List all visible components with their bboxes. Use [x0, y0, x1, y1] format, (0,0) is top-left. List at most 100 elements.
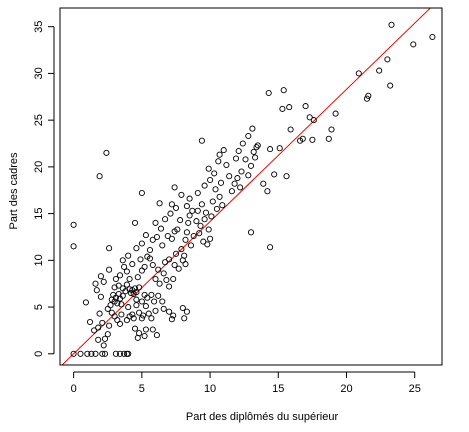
data-point: [104, 331, 111, 338]
data-point: [302, 103, 309, 110]
data-point: [136, 309, 143, 316]
data-point: [100, 278, 107, 285]
data-point: [365, 92, 372, 99]
data-point: [131, 325, 139, 332]
data-point: [163, 276, 170, 284]
data-point: [198, 137, 205, 144]
data-point: [125, 304, 132, 311]
y-tick-label: 15: [33, 207, 45, 219]
data-point: [84, 350, 91, 357]
data-point: [193, 218, 200, 225]
data-point: [97, 293, 104, 300]
data-point: [355, 70, 362, 77]
data-point: [123, 268, 130, 275]
data-point: [189, 207, 196, 214]
data-point: [116, 272, 124, 279]
data-point: [153, 233, 160, 241]
data-point: [231, 180, 238, 187]
data-point: [138, 189, 145, 197]
data-point: [387, 82, 394, 89]
x-tick-label: 20: [340, 383, 352, 395]
data-point: [138, 298, 145, 305]
data-point: [252, 154, 259, 161]
data-point: [141, 291, 148, 298]
data-point: [234, 175, 241, 182]
y-tick-label: 35: [33, 21, 45, 33]
data-point: [119, 292, 126, 299]
data-point: [107, 302, 114, 309]
data-point: [310, 117, 317, 124]
data-point: [167, 210, 174, 217]
data-point: [152, 219, 159, 226]
y-tick-label: 25: [33, 114, 45, 126]
data-point: [160, 270, 167, 277]
data-point: [190, 232, 197, 240]
data-point: [168, 316, 175, 323]
data-point: [217, 179, 225, 186]
data-point: [265, 89, 272, 97]
data-point: [267, 146, 274, 153]
data-points: [70, 21, 436, 357]
data-point: [183, 308, 190, 315]
data-point: [388, 21, 395, 28]
data-point: [194, 207, 201, 214]
data-point: [114, 300, 121, 307]
data-point: [186, 195, 193, 202]
data-point: [162, 216, 169, 223]
data-point: [242, 156, 249, 163]
data-point: [145, 310, 152, 317]
data-point: [146, 255, 154, 262]
data-point: [159, 242, 166, 249]
data-point: [106, 266, 113, 273]
data-point: [156, 200, 163, 207]
data-point: [131, 285, 139, 292]
data-point: [232, 155, 240, 162]
data-point: [219, 202, 226, 209]
data-point: [254, 142, 261, 149]
data-point: [112, 350, 119, 357]
plot-frame: [59, 7, 443, 366]
data-point: [201, 182, 208, 189]
data-point: [249, 125, 256, 132]
data-point: [92, 350, 99, 357]
data-point: [162, 259, 169, 266]
data-point: [280, 87, 287, 94]
data-point: [208, 213, 215, 220]
data-point: [133, 302, 140, 309]
data-point: [70, 221, 77, 228]
data-point: [216, 193, 223, 200]
data-point: [148, 291, 155, 298]
data-point: [197, 222, 204, 229]
data-point: [93, 287, 100, 294]
data-point: [207, 235, 214, 242]
data-point: [140, 312, 147, 319]
data-point: [410, 41, 417, 48]
data-point: [264, 188, 271, 195]
data-point: [166, 308, 173, 315]
data-point: [95, 336, 102, 343]
data-point: [223, 161, 230, 169]
data-point: [325, 135, 332, 142]
data-point: [211, 170, 218, 177]
data-point: [123, 281, 130, 288]
data-point: [160, 305, 167, 312]
data-point: [175, 265, 182, 272]
data-point: [216, 151, 223, 158]
data-point: [185, 219, 192, 226]
data-point: [125, 252, 132, 259]
data-point: [228, 188, 235, 195]
data-point: [97, 273, 104, 280]
data-point: [178, 246, 185, 253]
data-point: [118, 311, 125, 318]
data-point: [237, 184, 244, 191]
data-point: [101, 335, 109, 342]
data-point: [106, 322, 113, 329]
y-tick-label: 20: [33, 161, 45, 173]
y-tick-label: 10: [33, 254, 45, 266]
data-point: [88, 350, 95, 357]
data-point: [138, 240, 145, 247]
data-point: [182, 236, 189, 243]
data-point: [201, 216, 208, 223]
data-point: [212, 186, 219, 193]
data-point: [146, 246, 154, 254]
